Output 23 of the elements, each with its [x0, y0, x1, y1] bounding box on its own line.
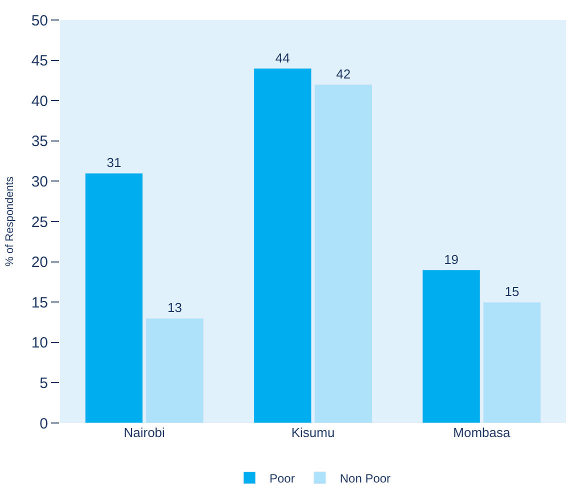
y-tick-label: 30 [31, 173, 48, 190]
y-tick-label: 20 [31, 254, 48, 272]
data-label: 31 [106, 155, 122, 170]
x-tick-label: Kisumu [291, 425, 335, 440]
legend-label: Non Poor [340, 471, 391, 486]
y-tick-label: 45 [31, 52, 48, 70]
x-tick-label: Mombasa [453, 425, 511, 440]
y-tick-label: 50 [31, 12, 48, 30]
y-tick-label: 25 [31, 214, 48, 231]
y-tick-label: 35 [31, 133, 48, 150]
data-label: 15 [504, 284, 520, 300]
data-label: 19 [444, 252, 459, 267]
y-tick-label: 40 [31, 92, 48, 110]
data-label: 13 [167, 300, 182, 316]
y-tick-label: 5 [40, 374, 48, 392]
y-tick-label: 0 [40, 415, 48, 432]
data-label: 42 [336, 66, 351, 82]
data-label: 44 [275, 50, 290, 66]
y-tick-label: 15 [31, 294, 48, 312]
x-tick-label: Nairobi [124, 425, 166, 440]
y-tick-label: 10 [31, 334, 48, 352]
legend-label: Poor [270, 471, 295, 486]
y-axis-title: % of Respondents [4, 176, 16, 266]
